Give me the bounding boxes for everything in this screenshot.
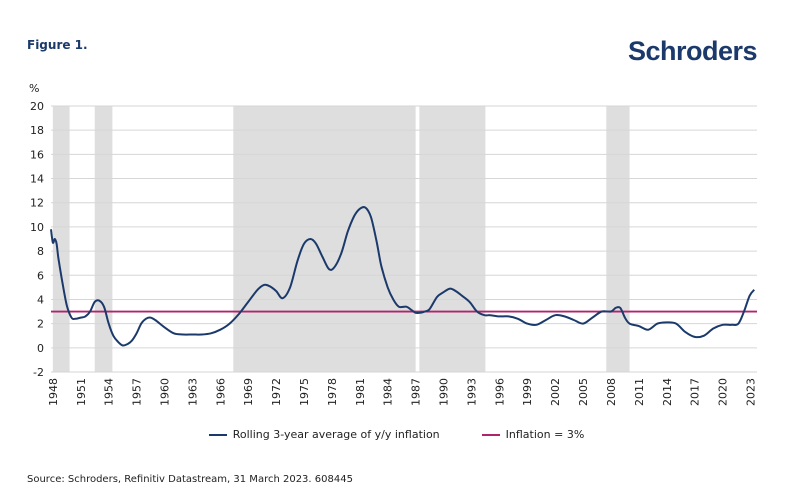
- x-tick-label: 2008: [605, 378, 618, 406]
- y-axis-ticks: -2 0 2 4 6 8 10 12 14 16 18 20: [30, 100, 44, 379]
- x-tick-label: 1990: [438, 378, 451, 406]
- x-tick-label: 1999: [521, 378, 534, 406]
- recession-shading-group: [52, 106, 630, 372]
- y-tick-label: 16: [30, 148, 44, 161]
- source-note: Source: Schroders, Refinitiv Datastream,…: [27, 474, 353, 485]
- figure-title: Figure 1.: [27, 38, 88, 52]
- x-tick-label: 1963: [186, 378, 199, 406]
- y-tick-label: 12: [30, 197, 44, 210]
- x-tick-label: 1975: [298, 378, 311, 406]
- x-tick-label: 1981: [354, 378, 367, 406]
- series-group: [50, 205, 757, 347]
- x-tick-label: 2002: [549, 378, 562, 406]
- y-tick-label: 10: [30, 221, 44, 234]
- x-tick-label: 1957: [131, 378, 144, 406]
- shaded-period-5: [606, 106, 630, 372]
- x-tick-label: 1972: [270, 378, 283, 406]
- schroders-logo: Schroders: [627, 36, 758, 66]
- x-tick-label: 1978: [326, 378, 339, 406]
- y-axis-unit-label: %: [29, 82, 40, 95]
- legend-item-inflation: Rolling 3-year average of y/y inflation: [208, 428, 440, 441]
- legend-swatch-threshold: [481, 433, 500, 436]
- y-tick-label: 6: [37, 269, 44, 282]
- x-tick-label: 2014: [661, 378, 674, 406]
- y-tick-label: 2: [37, 318, 44, 331]
- x-tick-label: 2005: [577, 378, 590, 406]
- y-tick-label: 8: [37, 245, 44, 258]
- gridlines-group: [51, 105, 757, 373]
- x-tick-label: 1984: [382, 378, 395, 406]
- x-tick-label: 1960: [158, 378, 171, 406]
- y-tick-label: 18: [30, 124, 44, 137]
- y-tick-label: -2: [33, 366, 44, 379]
- x-tick-label: 1969: [242, 378, 255, 406]
- shaded-period-2: [94, 106, 113, 372]
- shaded-period-4: [419, 106, 486, 372]
- shaded-period-3: [233, 106, 416, 372]
- x-tick-label: 2020: [717, 378, 730, 406]
- legend-label-threshold: Inflation = 3%: [505, 428, 585, 441]
- x-tick-label: 1987: [410, 378, 423, 406]
- x-tick-label: 1954: [103, 378, 116, 406]
- x-tick-label: 2017: [689, 378, 702, 406]
- x-axis-ticks: 1948 1951 1954 1957 1960 1963 1966 1969 1972 1975…: [47, 378, 758, 406]
- x-tick-label: 1966: [214, 378, 227, 406]
- x-tick-label: 1948: [47, 378, 60, 406]
- chart-legend: Rolling 3-year average of y/y inflation …: [0, 428, 793, 441]
- legend-swatch-inflation: [208, 433, 227, 436]
- x-tick-label: 2023: [744, 378, 757, 406]
- legend-label-inflation: Rolling 3-year average of y/y inflation: [232, 428, 440, 441]
- legend-item-threshold: Inflation = 3%: [481, 428, 585, 441]
- y-tick-label: 20: [30, 100, 44, 113]
- x-tick-label: 1951: [75, 378, 88, 406]
- x-tick-label: 1996: [493, 378, 506, 406]
- shaded-period-1: [52, 106, 70, 372]
- y-tick-label: 14: [30, 173, 44, 186]
- y-tick-label: 4: [37, 293, 44, 306]
- inflation-series-line: [50, 205, 755, 347]
- y-tick-label: 0: [37, 342, 44, 355]
- inflation-line-chart: -2 0 2 4 6 8 10 12 14 16 18 20 1948 1951 1954 1957 1960…: [30, 100, 758, 406]
- x-tick-label: 2011: [633, 378, 646, 406]
- x-tick-label: 1993: [465, 378, 478, 406]
